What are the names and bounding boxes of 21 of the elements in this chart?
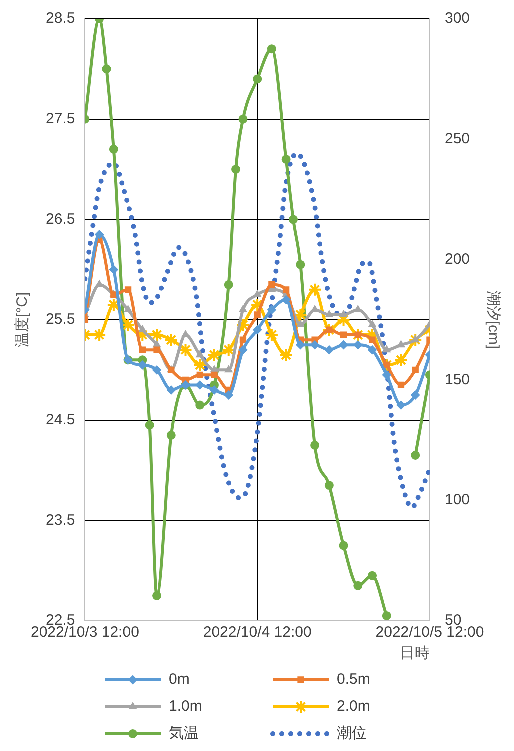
x-tick-label: 2022/10/4 12:00: [203, 624, 312, 642]
y2-tick-label: 300: [444, 10, 470, 28]
legend-label: 0m: [169, 671, 190, 688]
x-axis-title: 日時: [400, 645, 430, 662]
y2-axis-title: 潮汐[cm]: [484, 290, 502, 350]
y2-tick-label: 150: [444, 371, 470, 388]
y-tick-label: 26.5: [46, 210, 76, 228]
y-tick-label: 28.5: [46, 10, 76, 28]
y2-tick-label: 250: [444, 130, 470, 148]
y-tick-label: 25.5: [46, 311, 76, 328]
y-tick-label: 24.5: [46, 411, 76, 428]
legend-label: 2.0m: [337, 698, 370, 716]
legend-label: 1.0m: [169, 698, 202, 716]
y-tick-label: 27.5: [46, 110, 76, 128]
y-tick-label: 23.5: [46, 512, 76, 529]
y2-tick-label: 200: [444, 250, 470, 268]
legend-label: 0.5m: [337, 671, 370, 688]
legend-label: 潮位: [337, 725, 367, 742]
legend-label: 気温: [169, 725, 199, 742]
y2-tick-label: 100: [444, 492, 470, 509]
y-axis-title: 温度[°C]: [14, 292, 32, 348]
